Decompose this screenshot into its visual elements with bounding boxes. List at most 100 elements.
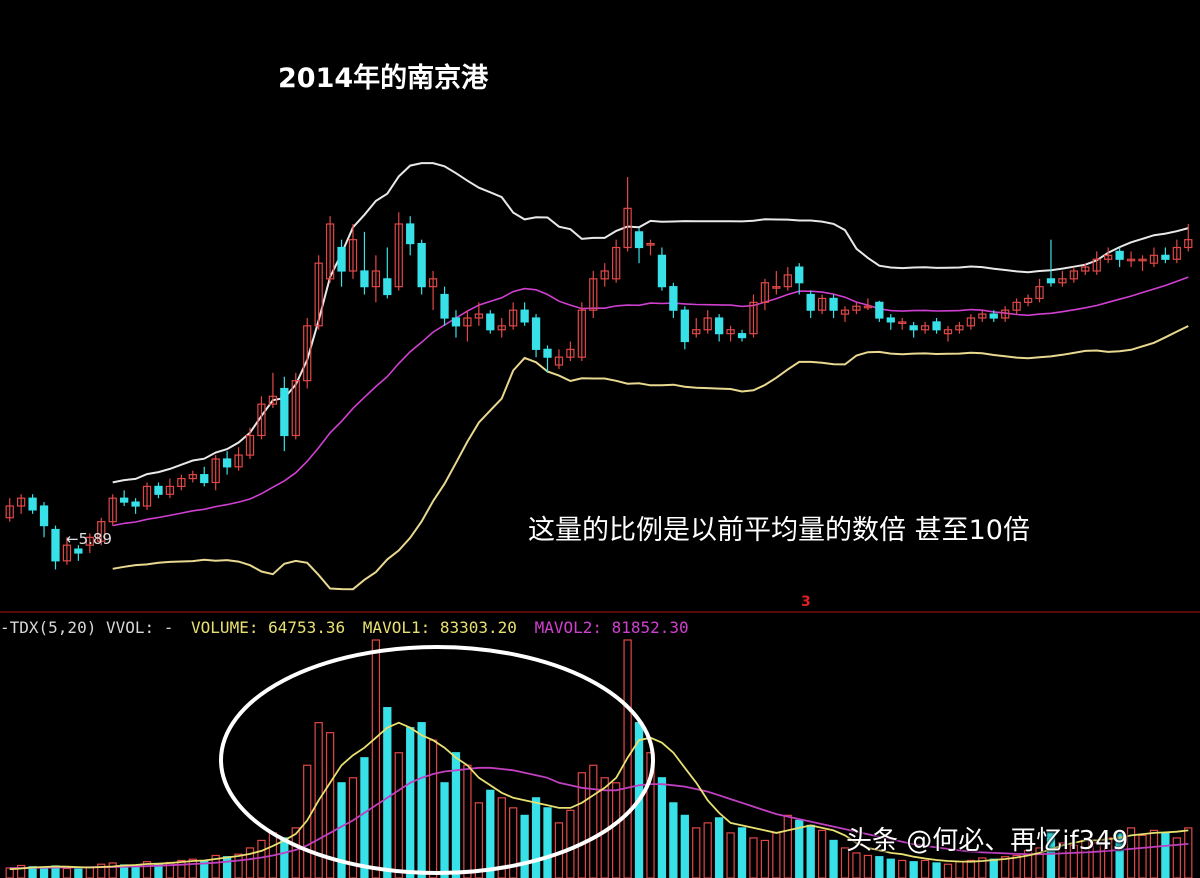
candle-up [1081, 266, 1090, 272]
candle-up [726, 329, 735, 335]
moving-average-line [112, 276, 1189, 527]
candle-down [737, 333, 747, 339]
candle-up [612, 246, 621, 280]
volume-bar-up [1184, 827, 1193, 878]
candle-down [280, 387, 289, 437]
candle-up [509, 309, 518, 327]
candle-up [303, 325, 312, 382]
volume-bar-up [966, 859, 976, 878]
lower-band-line [112, 325, 1189, 591]
candle-up [955, 325, 964, 331]
candle-up [623, 207, 632, 249]
volume-bar-up [852, 852, 861, 878]
volume-bar-down [909, 861, 918, 878]
candle-up [772, 286, 781, 289]
candle-up [898, 321, 907, 325]
low-price-label: ←5.89 [66, 530, 112, 548]
candle-down [131, 501, 140, 507]
upper-band-line [112, 162, 1189, 484]
candle-down [714, 317, 724, 335]
candle-up [646, 242, 655, 246]
volume-bar-up [589, 764, 598, 878]
volume-bar-down [451, 752, 461, 878]
volume-bar-down [932, 862, 941, 878]
volume-bar-up [566, 809, 575, 878]
volume-bar-down [875, 856, 884, 878]
candle-down [669, 286, 678, 311]
volume-bar-up [703, 822, 712, 878]
volume-bar-up [1069, 844, 1079, 878]
volume-bar-down [131, 865, 140, 878]
volume-bar-up [234, 853, 243, 878]
mavol2-value: MAVOL2: 81852.30 [534, 618, 689, 637]
volume-bar-up [394, 752, 403, 878]
candle-up [978, 313, 987, 319]
candle-down [451, 317, 461, 327]
candle-up [314, 262, 323, 327]
candle-down [360, 270, 369, 288]
candle-down [531, 317, 541, 350]
volume-bar-up [62, 867, 72, 878]
candle-up [920, 325, 930, 331]
candle-up [1126, 258, 1136, 262]
candle-up [1012, 301, 1021, 311]
candle-up [371, 270, 381, 288]
candlesticks [5, 177, 1193, 570]
candle-down [74, 548, 83, 554]
candle-down [1046, 278, 1056, 284]
candle-up [1058, 278, 1067, 284]
candle-up [325, 223, 335, 280]
volume-bar-up [85, 866, 94, 878]
candle-up [1023, 297, 1033, 303]
candle-up [600, 270, 609, 280]
candle-up [142, 485, 152, 507]
candle-down [417, 242, 426, 288]
candle-down [829, 297, 838, 311]
volume-bar-down [222, 856, 232, 878]
volume-bar-up [257, 839, 266, 878]
candle-down [932, 321, 941, 331]
candle-up [62, 544, 72, 562]
volume-bar-down [486, 789, 495, 878]
volume-bar-down [989, 858, 998, 878]
candle-up [1104, 254, 1113, 260]
volume-bar-up [1058, 842, 1067, 878]
volume-bar-down [543, 807, 552, 878]
candle-up [257, 403, 266, 437]
candle-down [486, 313, 495, 331]
candle-up [463, 317, 472, 327]
volume-bar-down [669, 802, 678, 878]
candle-up [211, 458, 220, 484]
volume-bar-up [1149, 829, 1159, 878]
volume-value: VOLUME: 64753.36 [191, 618, 346, 637]
candle-up [1172, 246, 1181, 260]
candle-down [51, 528, 60, 562]
indicator-name: -TDX(5,20) VVOL: - [0, 618, 174, 637]
volume-bar-up [303, 764, 312, 878]
candle-up [943, 329, 953, 335]
volume-bar-up [314, 722, 323, 878]
candle-up [5, 505, 14, 519]
volume-bar-up [817, 829, 827, 878]
candle-up [17, 497, 26, 507]
mavol1-line [9, 721, 1189, 871]
candle-up [108, 497, 117, 523]
volume-bars [5, 639, 1193, 878]
candle-down [440, 293, 449, 319]
volume-bar-down [417, 722, 426, 878]
candle-down [383, 278, 392, 296]
candle-down [886, 317, 895, 323]
candle-up [577, 309, 586, 358]
candle-up [589, 278, 598, 311]
volume-bar-up [17, 864, 26, 878]
volume-bar-down [520, 814, 529, 878]
volume-bar-up [497, 797, 506, 878]
volume-bar-up [463, 764, 472, 878]
candle-down [1161, 254, 1170, 260]
candle-up [474, 313, 484, 319]
volume-bar-up [325, 732, 335, 878]
candle-up [245, 434, 255, 456]
volume-bar-up [1138, 834, 1147, 878]
mavol1-value: MAVOL1: 83303.20 [362, 618, 517, 637]
